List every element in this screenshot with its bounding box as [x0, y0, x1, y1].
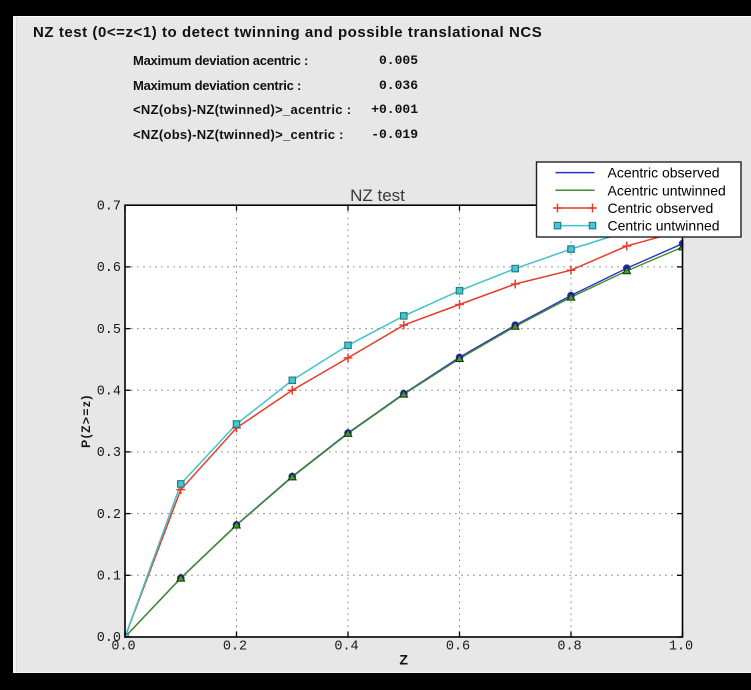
svg-text:0.0: 0.0 — [97, 631, 121, 646]
svg-text:0.2: 0.2 — [97, 508, 121, 523]
svg-text:Centric untwinned: Centric untwinned — [608, 218, 720, 234]
svg-text:0.1: 0.1 — [97, 570, 121, 585]
svg-text:0.8: 0.8 — [557, 640, 581, 655]
svg-text:Acentric observed: Acentric observed — [608, 165, 720, 181]
svg-text:Centric observed: Centric observed — [608, 200, 714, 216]
svg-text:P(Z>=z): P(Z>=z) — [79, 394, 93, 448]
svg-text:NZ test: NZ test — [350, 186, 405, 205]
svg-text:0.0: 0.0 — [111, 640, 135, 655]
svg-text:0.2: 0.2 — [223, 640, 247, 655]
svg-text:0.6: 0.6 — [446, 640, 470, 655]
svg-text:0.5: 0.5 — [97, 323, 121, 338]
svg-text:0.4: 0.4 — [334, 640, 358, 655]
svg-text:0.3: 0.3 — [97, 446, 121, 461]
svg-text:0.6: 0.6 — [97, 261, 121, 276]
svg-text:Acentric untwinned: Acentric untwinned — [608, 182, 726, 198]
svg-text:0.4: 0.4 — [97, 385, 121, 400]
svg-text:0.7: 0.7 — [97, 199, 121, 214]
svg-text:1.0: 1.0 — [669, 640, 693, 655]
svg-text:Z: Z — [399, 652, 408, 668]
